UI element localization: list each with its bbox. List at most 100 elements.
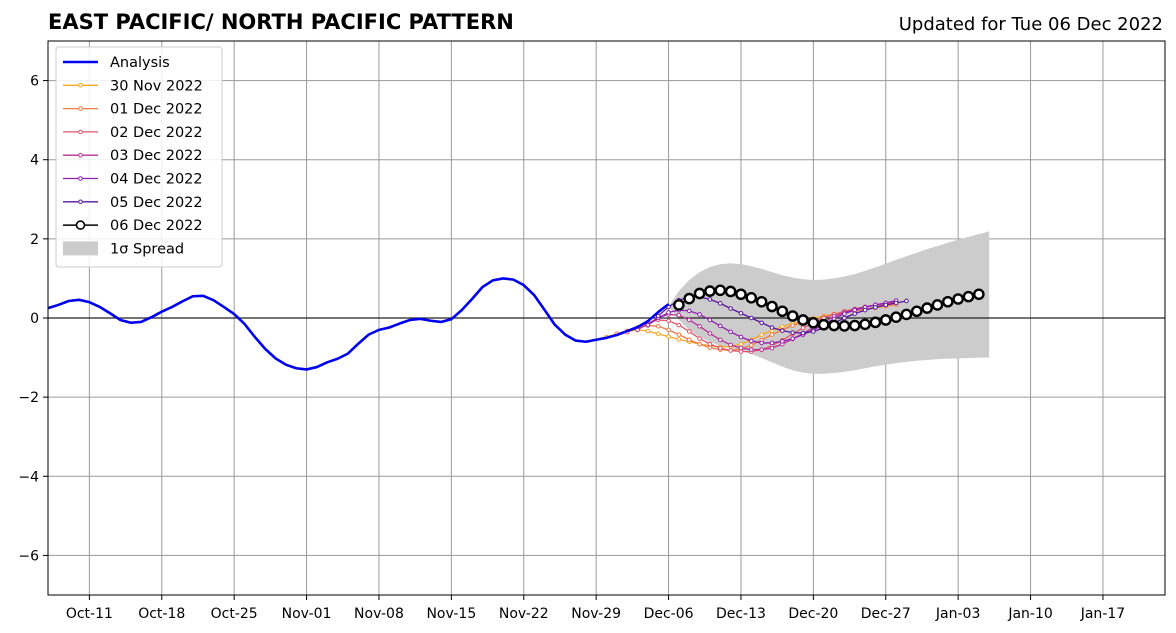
- series-layer: [48, 277, 985, 371]
- point-06-dec-2022-6: [735, 288, 747, 301]
- point-02-dec-2022-6: [686, 329, 692, 334]
- point-01-dec-2022-15: [769, 332, 775, 337]
- point-30-nov-2022-13: [738, 341, 744, 347]
- legend-label-spread: 1σ Spread: [110, 241, 184, 257]
- point-01-dec-2022-6: [676, 332, 682, 337]
- legend: Analysis 30 Nov 2022 01 Dec 2022 02 Dec 202…: [55, 46, 223, 268]
- x-tick-label-oct-18: Oct-18: [138, 606, 185, 622]
- point-06-dec-2022-1: [683, 292, 696, 305]
- point-01-dec-2022-4: [655, 324, 661, 329]
- legend-marker-02-dec-2022: [78, 129, 83, 135]
- y-tick-label--6: −6: [18, 548, 39, 564]
- point-06-dec-2022-18: [859, 318, 871, 331]
- point-06-dec-2022-26: [942, 295, 954, 308]
- legend-marker-03-dec-2022: [78, 152, 83, 158]
- point-30-nov-2022-5: [655, 331, 661, 337]
- point-06-dec-2022-17: [848, 319, 861, 332]
- point-06-dec-2022-21: [890, 311, 902, 324]
- legend-label-30-nov-2022: 30 Nov 2022: [110, 78, 203, 94]
- x-tick-label-nov-29: Nov-29: [571, 606, 621, 622]
- x-tick-label-jan-10: Jan-10: [1007, 606, 1052, 622]
- point-06-dec-2022-13: [807, 316, 820, 329]
- point-05-dec-2022-6: [717, 301, 723, 306]
- point-05-dec-2022-24: [904, 298, 909, 304]
- point-05-dec-2022-10: [759, 320, 764, 326]
- point-06-dec-2022-5: [724, 285, 737, 298]
- point-05-dec-2022-22: [883, 302, 889, 308]
- point-03-dec-2022-4: [676, 312, 682, 318]
- point-06-dec-2022-15: [828, 319, 840, 332]
- legend-label-01-dec-2022: 01 Dec 2022: [110, 102, 203, 118]
- point-01-dec-2022-17: [790, 323, 795, 328]
- x-tick-label-dec-27: Dec-27: [861, 606, 911, 622]
- y-tick-label--2: −2: [18, 390, 39, 406]
- spread-layer: [668, 231, 990, 374]
- point-06-dec-2022-28: [962, 290, 975, 303]
- point-06-dec-2022-12: [797, 314, 809, 326]
- y-tick-label-0: 0: [30, 311, 39, 327]
- y-tick-label-2: 2: [30, 232, 39, 248]
- point-06-dec-2022-22: [900, 308, 913, 321]
- point-01-dec-2022-9: [707, 345, 713, 350]
- x-tick-label-dec-20: Dec-20: [788, 606, 838, 622]
- point-05-dec-2022-21: [873, 305, 878, 310]
- point-04-dec-2022-2: [666, 310, 671, 315]
- point-03-dec-2022-8: [717, 337, 723, 343]
- point-01-dec-2022-5: [666, 327, 671, 333]
- x-tick-label-nov-01: Nov-01: [282, 606, 332, 622]
- point-05-dec-2022-9: [748, 315, 754, 321]
- point-06-dec-2022-2: [693, 287, 706, 300]
- point-06-dec-2022-9: [766, 300, 778, 313]
- legend-label-03-dec-2022: 03 Dec 2022: [110, 148, 203, 164]
- point-06-dec-2022-23: [910, 305, 923, 318]
- point-01-dec-2022-8: [697, 341, 702, 347]
- point-06-dec-2022-11: [786, 310, 799, 322]
- point-06-dec-2022-7: [745, 292, 758, 304]
- x-tick-label-dec-13: Dec-13: [716, 606, 766, 622]
- point-04-dec-2022-19: [842, 311, 847, 316]
- point-02-dec-2022-11: [738, 349, 744, 354]
- legend-label-06-dec-2022: 06 Dec 2022: [110, 218, 203, 234]
- point-06-dec-2022-14: [817, 318, 830, 331]
- point-30-nov-2022-7: [676, 337, 682, 342]
- point-05-dec-2022-14: [800, 330, 806, 336]
- x-tick-label-nov-08: Nov-08: [354, 606, 404, 622]
- point-30-nov-2022-6: [666, 334, 671, 339]
- point-05-dec-2022-23: [893, 300, 899, 306]
- point-04-dec-2022-5: [697, 312, 702, 317]
- point-06-dec-2022-16: [838, 320, 851, 332]
- point-06-dec-2022-10: [776, 305, 789, 318]
- y-tick-label-4: 4: [30, 153, 39, 169]
- point-06-dec-2022-25: [931, 299, 944, 311]
- legend-marker-04-dec-2022: [78, 176, 83, 181]
- series-04-dec-2022: [645, 298, 899, 346]
- point-04-dec-2022-7: [717, 323, 723, 329]
- point-05-dec-2022-5: [707, 297, 713, 302]
- updated-label: Updated for Tue 06 Dec 2022: [899, 14, 1163, 35]
- point-06-dec-2022-19: [869, 316, 882, 329]
- point-04-dec-2022-4: [686, 308, 692, 314]
- point-03-dec-2022-9: [728, 342, 733, 348]
- legend-marker-06-dec-2022: [75, 220, 86, 230]
- x-tick-label-oct-25: Oct-25: [211, 606, 258, 622]
- point-03-dec-2022-11: [748, 347, 754, 352]
- point-04-dec-2022-10: [748, 338, 754, 344]
- point-05-dec-2022-13: [790, 330, 795, 335]
- point-02-dec-2022-4: [666, 318, 671, 324]
- x-tick-label-dec-06: Dec-06: [644, 606, 694, 622]
- series-06-dec-2022: [673, 284, 985, 332]
- axes: Oct-11 Oct-18 Oct-25 Nov-01 Nov-08 Nov-15 Nov-…: [18, 40, 1166, 622]
- series-line-analysis: [48, 277, 670, 371]
- y-tick-label--4: −4: [18, 469, 39, 485]
- legend-box: [55, 46, 223, 268]
- x-tick-label-nov-15: Nov-15: [426, 606, 476, 622]
- point-05-dec-2022-15: [811, 329, 816, 334]
- point-05-dec-2022-11: [769, 325, 775, 330]
- point-05-dec-2022-20: [862, 307, 868, 313]
- point-06-dec-2022-3: [704, 285, 716, 297]
- point-04-dec-2022-6: [707, 317, 713, 323]
- point-06-dec-2022-27: [952, 293, 964, 305]
- point-04-dec-2022-14: [790, 336, 795, 341]
- point-02-dec-2022-17: [800, 325, 806, 331]
- legend-marker-05-dec-2022: [78, 199, 83, 205]
